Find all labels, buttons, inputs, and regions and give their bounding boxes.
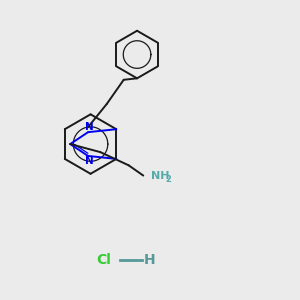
Text: N: N	[85, 122, 93, 132]
Text: H: H	[144, 253, 156, 267]
Text: Cl: Cl	[97, 253, 111, 267]
Text: N: N	[85, 156, 93, 166]
Text: NH: NH	[151, 171, 169, 181]
Text: 2: 2	[165, 175, 171, 184]
